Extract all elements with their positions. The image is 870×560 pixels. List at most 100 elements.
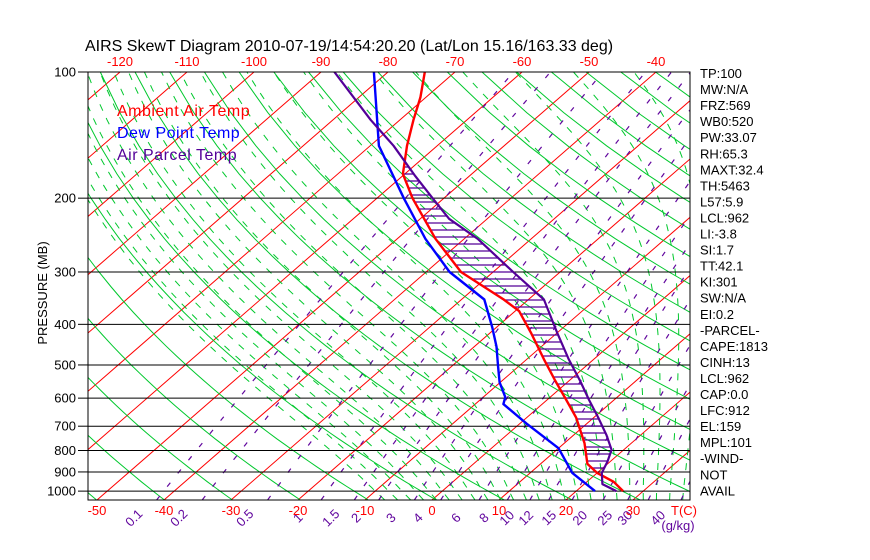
pressure-tick-label: 800 (54, 443, 76, 458)
moist-adiabat-line (573, 72, 680, 500)
pressure-axis-label: PRESSURE (MB) (35, 241, 50, 344)
isotherm-line (230, 100, 690, 500)
temp-tick-label-top: -70 (446, 54, 465, 69)
dry-adiabat-line (88, 121, 505, 500)
pressure-tick-label: 1000 (47, 484, 76, 499)
plot-border (87, 71, 691, 501)
moist-adiabat-line (303, 72, 592, 500)
mixing-unit-label: (g/kg) (661, 518, 694, 533)
stats-panel: TP:100MW:N/AFRZ:569WB0:520PW:33.07RH:65.… (700, 66, 768, 498)
temp-tick-label-bottom: 0 (428, 503, 435, 518)
mixing-ratio-line (529, 242, 690, 500)
stat-line: LI:-3.8 (700, 227, 737, 242)
dry-adiabat-line (88, 256, 369, 500)
pressure-tick-label: 600 (54, 391, 76, 406)
stat-line: MPL:101 (700, 435, 752, 450)
temp-tick-label-bottom: 30 (626, 503, 640, 518)
mixing-ratio-tick-label: 25 (594, 507, 615, 528)
mixing-ratio-line (548, 266, 690, 500)
mixing-ratio-line (267, 72, 604, 500)
mixing-ratio-line (506, 214, 690, 500)
background-grid (88, 72, 690, 500)
stat-line: RH:65.3 (700, 146, 748, 161)
stat-line: -PARCEL- (700, 323, 760, 338)
moist-adiabat-line (88, 198, 386, 500)
mixing-ratio-line (353, 72, 672, 500)
pressure-tick-label: 900 (54, 464, 76, 479)
temp-tick-label-top: -90 (312, 54, 331, 69)
stat-line: SI:1.7 (700, 243, 734, 258)
stat-line: -WIND- (700, 451, 743, 466)
dry-adiabat-line (88, 317, 301, 500)
pressure-tick-label: 400 (54, 317, 76, 332)
stat-line: CINH:13 (700, 355, 750, 370)
stat-line: EI:0.2 (700, 307, 734, 322)
stat-line: PW:33.07 (700, 130, 757, 145)
isotherm-line (88, 72, 255, 218)
dry-adiabat-line (446, 72, 690, 258)
dry-adiabat-line (88, 376, 233, 500)
dry-adiabat-line (377, 72, 690, 313)
isotherm-line (88, 72, 188, 159)
dry-adiabat-line (516, 72, 690, 203)
stat-line: EL:159 (700, 419, 741, 434)
dry-adiabat-line (655, 72, 690, 98)
temp-tick-label-top: -40 (647, 54, 666, 69)
isotherm-line (364, 216, 690, 500)
mixing-ratio-tick-label: 1.5 (319, 506, 342, 529)
dry-adiabat-line (169, 72, 690, 493)
mixing-ratio-line (571, 298, 690, 500)
temp-tick-label-bottom: 20 (559, 503, 573, 518)
stat-line: MAXT:32.4 (700, 162, 764, 177)
pressure-tick-label: 100 (54, 65, 76, 80)
dry-adiabat-line (134, 72, 641, 500)
temp-tick-label-top: -120 (107, 54, 133, 69)
dry-adiabat-line (238, 72, 690, 431)
mixing-ratio-line (320, 72, 646, 500)
moist-adiabat-line (161, 72, 515, 500)
temp-tick-label-bottom: -10 (356, 503, 375, 518)
isotherm-line (431, 274, 690, 500)
stat-line: MW:N/A (700, 82, 748, 97)
mixing-ratio-line (156, 72, 514, 500)
pressure-tick-label: 300 (54, 264, 76, 279)
stat-line: LFC:912 (700, 403, 750, 418)
isotherm-line (88, 72, 322, 276)
moist-adiabat-line (88, 178, 399, 500)
mixing-ratio-line (647, 417, 690, 500)
mixing-ratio-line (413, 108, 690, 500)
temp-unit-label: T(C) (671, 503, 697, 518)
moist-adiabat-line (113, 72, 476, 500)
stat-line: LCL:962 (700, 371, 749, 386)
moist-adiabat-line (88, 132, 424, 500)
pressure-tick-label: 500 (54, 357, 76, 372)
temp-tick-label-bottom: -20 (289, 503, 308, 518)
temp-tick-label-bottom: -30 (222, 503, 241, 518)
moist-adiabat-line (336, 72, 605, 500)
dewpoint-temp-curve (372, 72, 596, 493)
moist-adiabat-line (515, 72, 661, 500)
stat-line: TH:5463 (700, 178, 750, 193)
moist-adiabat-line (179, 72, 527, 500)
stat-line: KI:301 (700, 275, 738, 290)
stat-line: L57:5.9 (700, 194, 743, 209)
page-title: AIRS SkewT Diagram 2010-07-19/14:54:20.2… (85, 38, 613, 55)
sounding-curves (333, 72, 624, 493)
mixing-ratio-line (440, 137, 690, 500)
cape-hatch-area (402, 166, 611, 469)
dry-adiabat-line (88, 192, 437, 500)
legend-dewpoint: Dew Point Temp (117, 125, 240, 142)
dry-adiabat-line (342, 72, 690, 342)
pressure-tick-label: 700 (54, 419, 76, 434)
moist-adiabat-line (128, 72, 489, 500)
moist-adiabat-line (273, 72, 579, 500)
dry-adiabat-line (412, 72, 690, 285)
isotherm-line (297, 158, 690, 500)
dry-adiabat-line (99, 72, 573, 500)
temp-tick-label-bottom: 10 (492, 503, 506, 518)
stat-line: FRZ:569 (700, 98, 751, 113)
dry-adiabat-line (88, 434, 165, 500)
stat-line: TT:42.1 (700, 259, 743, 274)
